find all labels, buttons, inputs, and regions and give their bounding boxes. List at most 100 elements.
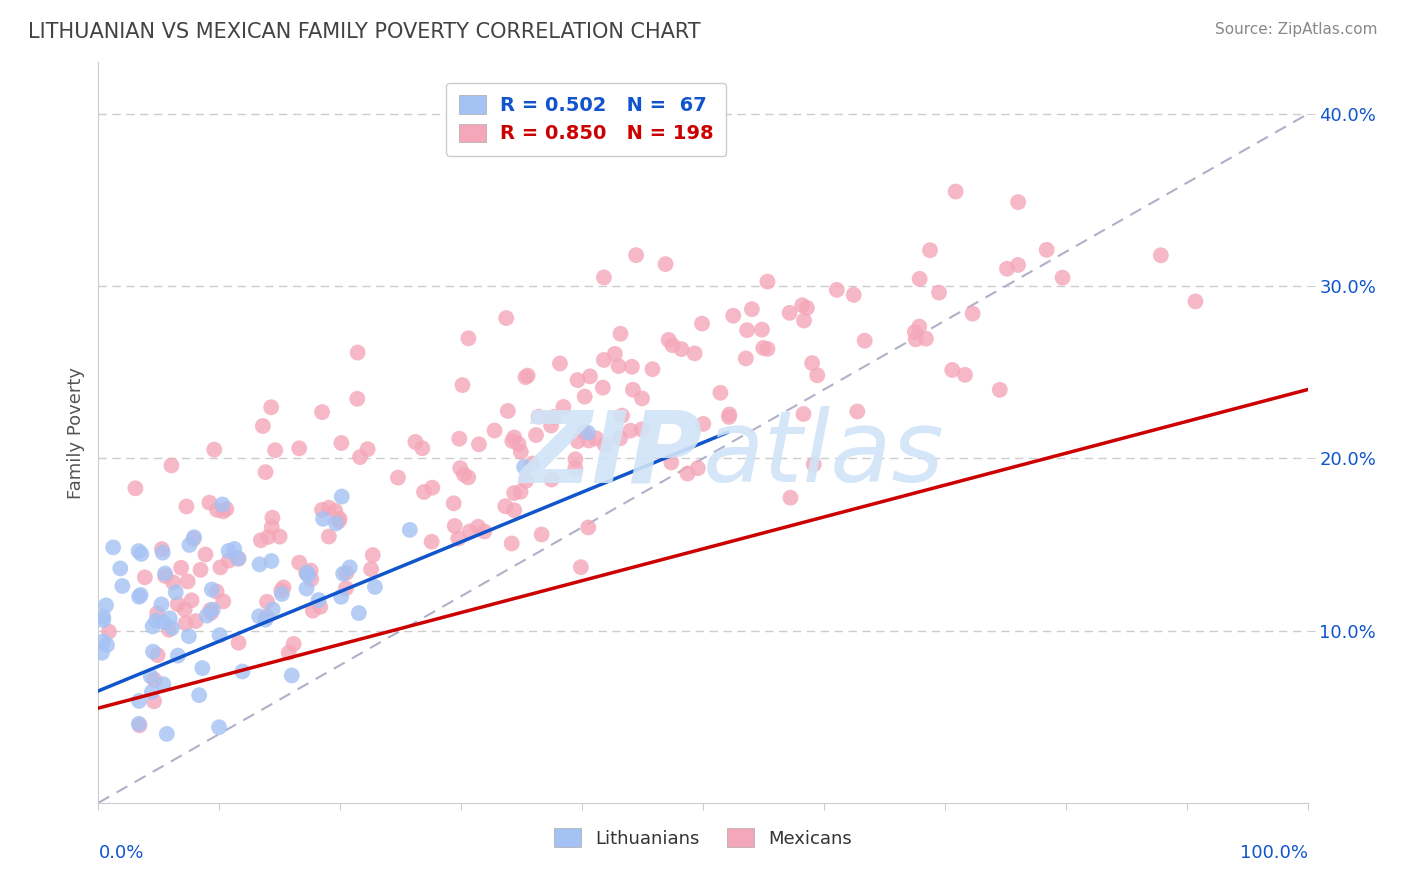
Point <box>250 533 273 548</box>
Point <box>578 434 600 448</box>
Point <box>661 338 683 352</box>
Point <box>387 470 409 484</box>
Point <box>183 530 205 544</box>
Point <box>349 450 371 464</box>
Point <box>801 356 824 370</box>
Point <box>328 514 350 528</box>
Point <box>398 523 420 537</box>
Point <box>741 302 763 317</box>
Point <box>228 551 250 566</box>
Point <box>231 665 253 679</box>
Point <box>211 498 233 512</box>
Point <box>346 392 368 406</box>
Point <box>579 369 602 384</box>
Point <box>501 434 523 448</box>
Point <box>152 546 174 560</box>
Point <box>202 442 225 457</box>
Point <box>530 527 553 541</box>
Point <box>167 648 190 663</box>
Point <box>312 512 335 526</box>
Point <box>548 356 571 370</box>
Point <box>846 404 869 418</box>
Point <box>328 511 350 525</box>
Point <box>152 677 174 691</box>
Point <box>494 500 516 514</box>
Point <box>509 445 531 459</box>
Point <box>160 458 183 473</box>
Point <box>779 491 801 505</box>
Point <box>567 373 589 387</box>
Point <box>194 548 217 562</box>
Point <box>609 326 631 341</box>
Point <box>543 409 565 424</box>
Point <box>332 566 354 581</box>
Point <box>129 588 152 602</box>
Point <box>474 524 496 539</box>
Y-axis label: Family Poverty: Family Poverty <box>66 367 84 499</box>
Point <box>915 332 938 346</box>
Point <box>420 534 443 549</box>
Point <box>540 418 562 433</box>
Point <box>631 392 654 406</box>
Point <box>683 346 706 360</box>
Point <box>527 409 550 424</box>
Point <box>325 516 347 531</box>
Point <box>918 244 941 258</box>
Point <box>503 486 526 500</box>
Point <box>574 390 596 404</box>
Point <box>174 616 197 631</box>
Point <box>124 481 146 495</box>
Point <box>141 685 163 699</box>
Point <box>624 248 647 262</box>
Point <box>1007 195 1029 210</box>
Point <box>458 524 481 539</box>
Point <box>150 542 173 557</box>
Point <box>297 568 319 582</box>
Point <box>509 484 531 499</box>
Point <box>150 598 173 612</box>
Point <box>254 465 277 479</box>
Point <box>686 461 709 475</box>
Point <box>252 419 274 434</box>
Point <box>1184 294 1206 309</box>
Point <box>346 345 368 359</box>
Point <box>564 452 586 467</box>
Point <box>280 668 302 682</box>
Text: LITHUANIAN VS MEXICAN FAMILY POVERTY CORRELATION CHART: LITHUANIAN VS MEXICAN FAMILY POVERTY COR… <box>28 22 700 42</box>
Point <box>904 325 927 339</box>
Point <box>404 434 426 449</box>
Text: 100.0%: 100.0% <box>1240 844 1308 862</box>
Legend: Lithuanians, Mexicans: Lithuanians, Mexicans <box>541 816 865 861</box>
Point <box>620 359 643 374</box>
Point <box>734 351 756 366</box>
Point <box>335 566 357 580</box>
Point <box>311 405 333 419</box>
Point <box>208 628 231 642</box>
Point <box>756 342 779 356</box>
Point <box>260 554 283 568</box>
Point <box>143 673 166 687</box>
Point <box>330 590 353 604</box>
Point <box>513 459 536 474</box>
Point <box>496 404 519 418</box>
Point <box>825 283 848 297</box>
Point <box>451 378 474 392</box>
Point <box>269 530 291 544</box>
Point <box>91 610 114 624</box>
Text: Source: ZipAtlas.com: Source: ZipAtlas.com <box>1215 22 1378 37</box>
Point <box>690 317 713 331</box>
Point <box>224 541 246 556</box>
Point <box>364 580 387 594</box>
Point <box>593 270 616 285</box>
Point <box>361 548 384 562</box>
Point <box>191 661 214 675</box>
Point <box>503 503 526 517</box>
Point <box>941 363 963 377</box>
Point <box>443 519 465 533</box>
Point <box>143 694 166 708</box>
Point <box>610 409 633 423</box>
Point <box>309 599 332 614</box>
Point <box>180 593 202 607</box>
Point <box>198 495 221 509</box>
Point <box>190 563 212 577</box>
